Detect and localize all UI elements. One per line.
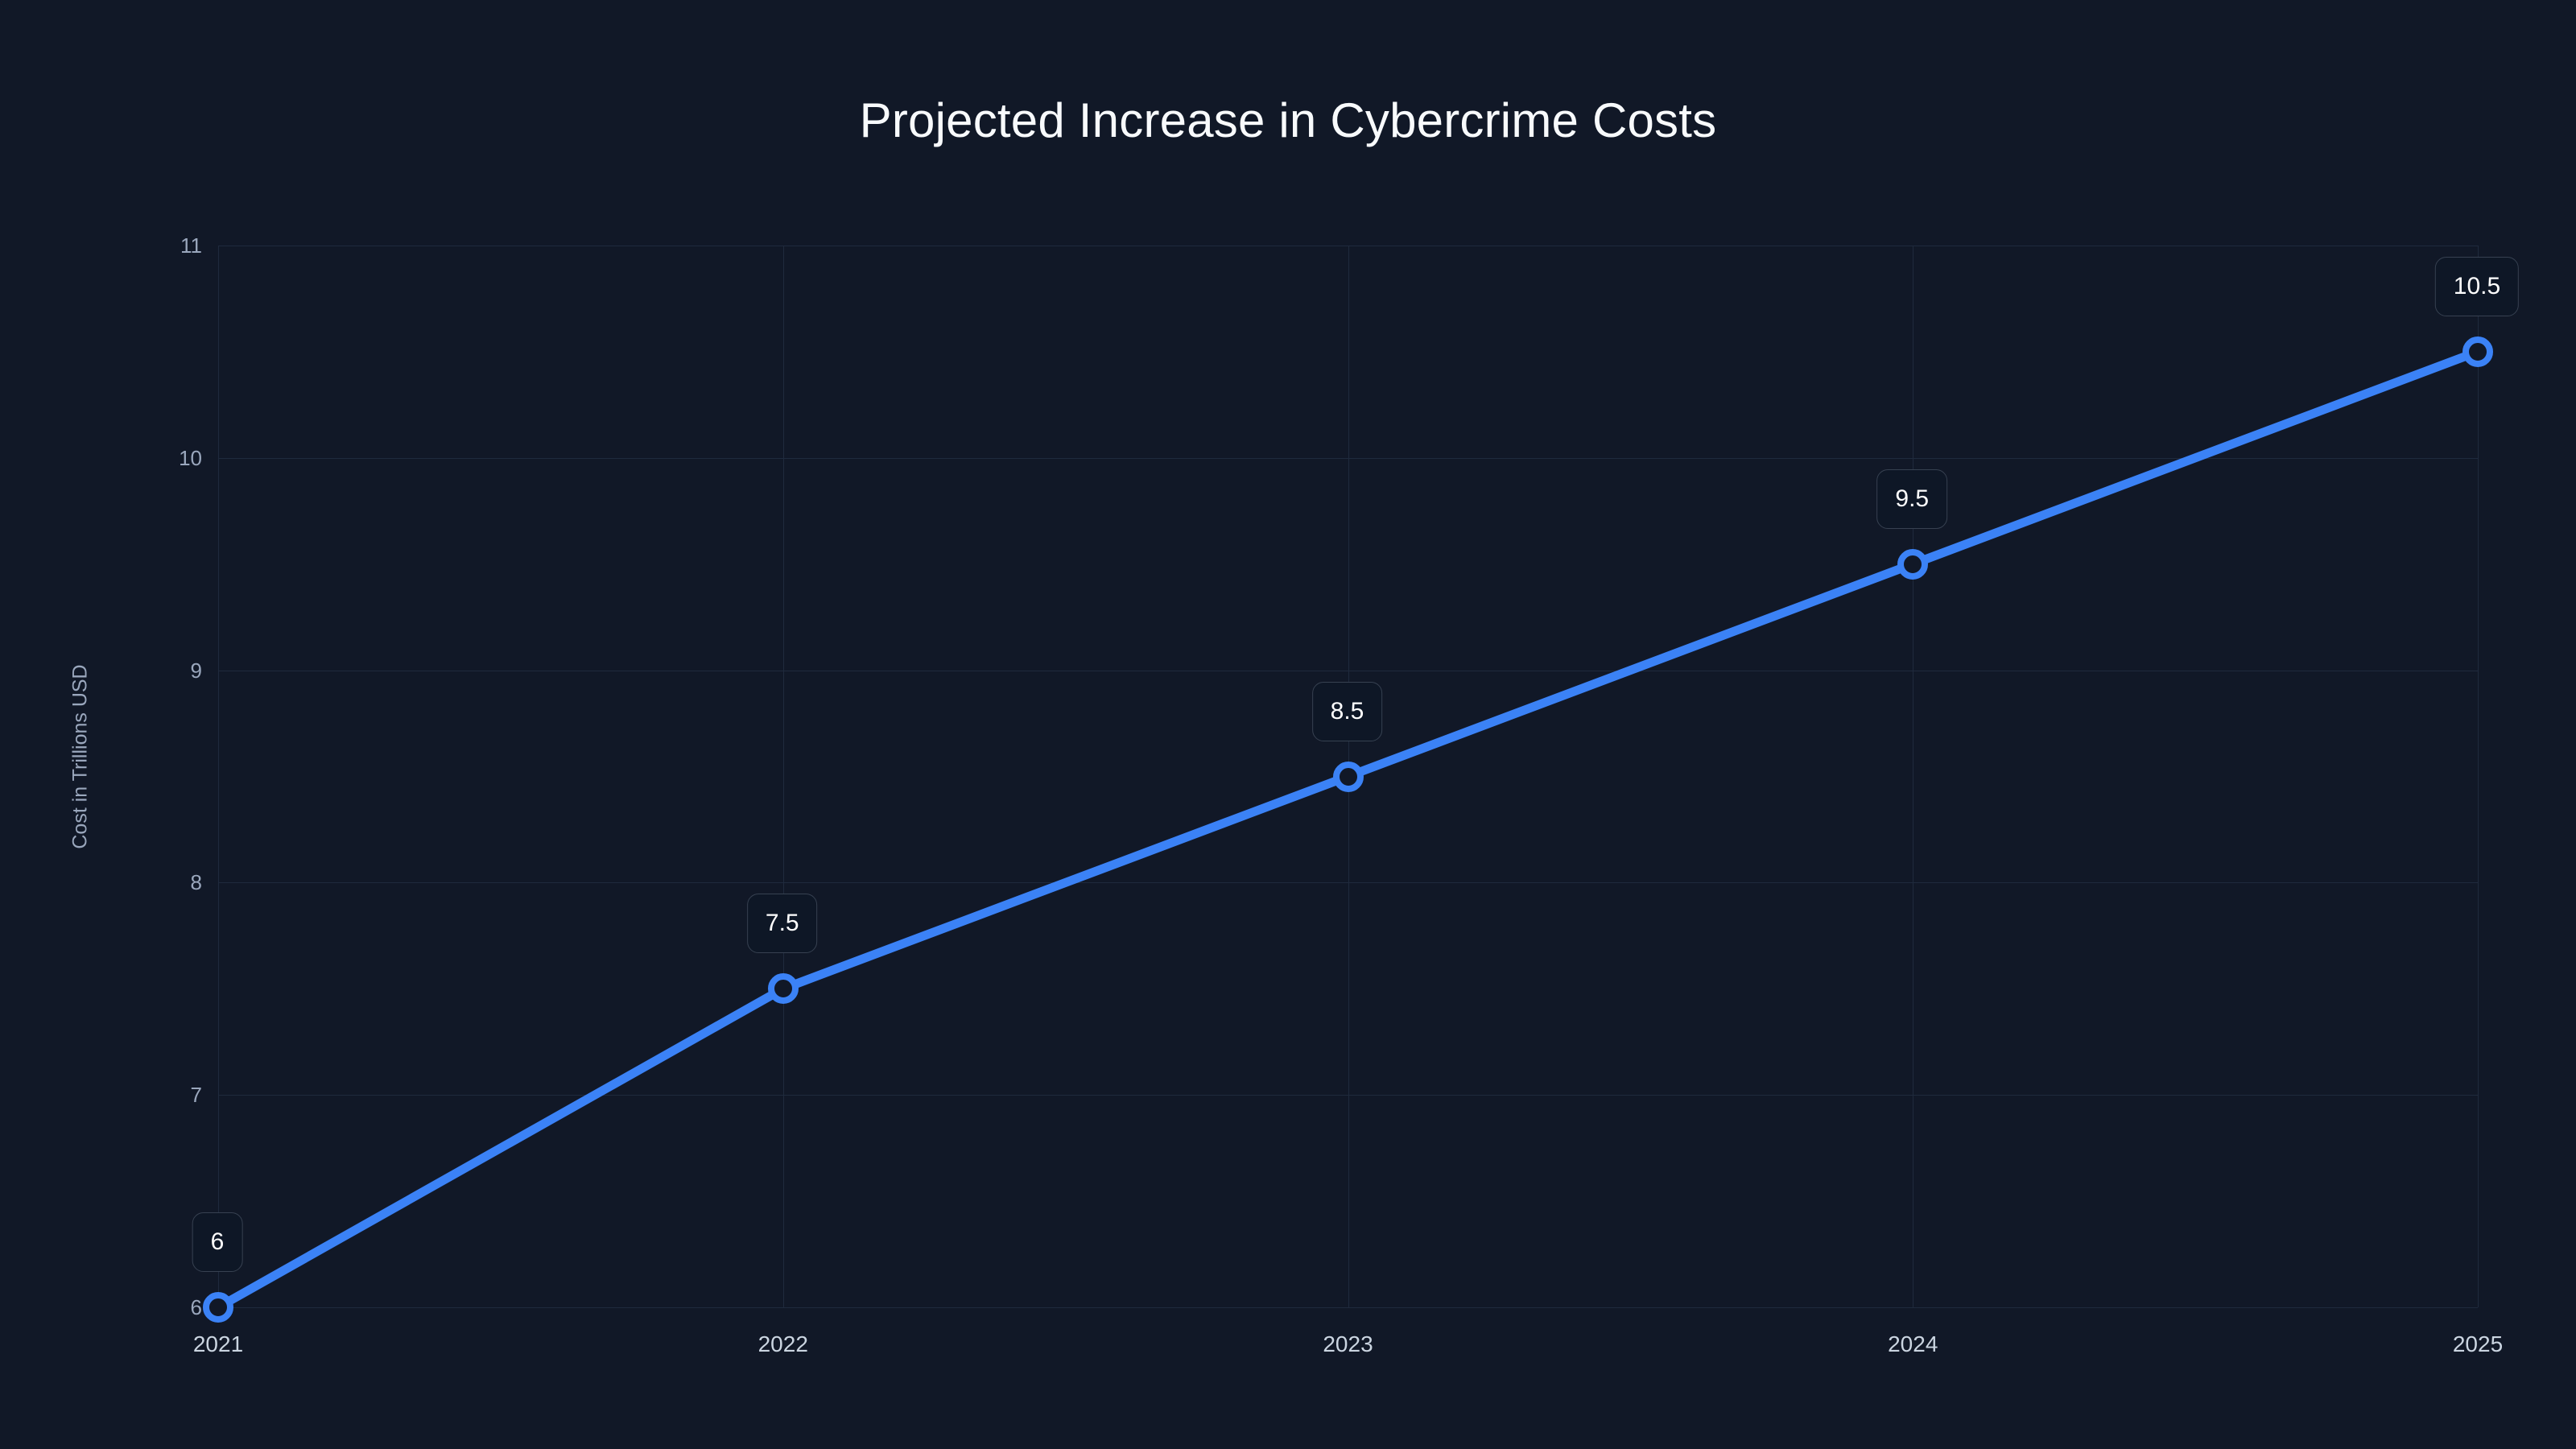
data-point-marker[interactable]	[2462, 336, 2493, 367]
data-point-marker[interactable]	[767, 973, 799, 1005]
data-point-marker[interactable]	[1332, 761, 1364, 792]
data-label-badge: 6	[192, 1212, 243, 1272]
data-label-badge: 9.5	[1876, 469, 1948, 529]
x-axis-tick-label: 2025	[2452, 1331, 2504, 1356]
y-axis-tick-label: 8	[190, 870, 202, 895]
data-point-marker[interactable]	[1897, 548, 1929, 580]
gridline-horizontal	[218, 1307, 2478, 1308]
data-label-badge: 7.5	[746, 894, 818, 954]
gridline-vertical	[218, 246, 219, 1307]
data-point-marker[interactable]	[203, 1292, 233, 1323]
x-axis-tick-label: 2023	[1323, 1331, 1373, 1356]
y-axis-tick-label: 6	[190, 1295, 202, 1319]
y-axis-tick-label: 10	[179, 445, 202, 470]
data-label-badge: 8.5	[1311, 681, 1383, 741]
page-title: Projected Increase in Cybercrime Costs	[859, 93, 1717, 147]
y-axis-tick-label: 11	[180, 233, 202, 258]
data-label-badge: 10.5	[2434, 256, 2520, 316]
gridline-vertical	[2478, 246, 2479, 1307]
gridline-vertical	[782, 246, 784, 1307]
x-axis-tick-label: 2024	[1888, 1331, 1938, 1356]
y-axis-tick-label: 9	[190, 658, 202, 683]
y-axis-tick-label: 7	[190, 1083, 202, 1108]
x-axis-tick-label: 2022	[758, 1331, 808, 1356]
y-axis-title: Cost in Trillions USD	[68, 664, 92, 849]
x-axis-tick-label: 2021	[192, 1331, 244, 1356]
